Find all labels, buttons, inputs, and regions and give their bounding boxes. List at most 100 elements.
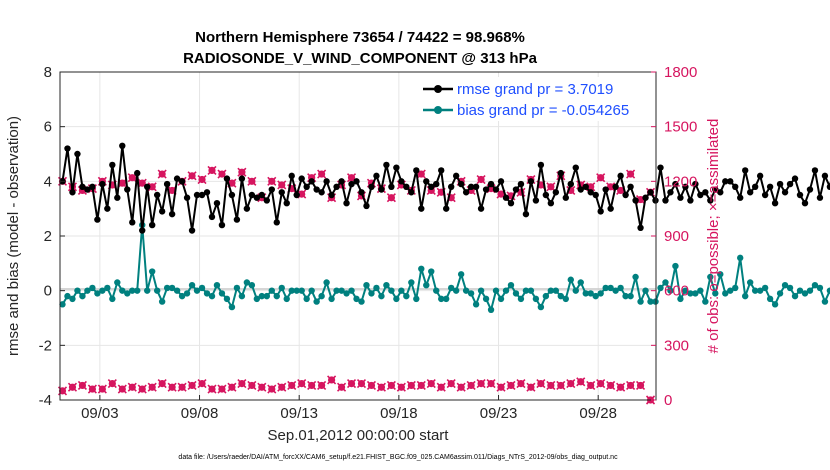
rmse-point: [213, 200, 221, 207]
rmse-point: [363, 202, 370, 210]
obs-count-marker-bottom-assimilated: [426, 379, 436, 389]
obs-count-marker-bottom-assimilated: [247, 380, 257, 390]
bias-point: [119, 287, 126, 294]
bias-point: [94, 290, 101, 297]
rmse-point: [597, 208, 604, 215]
bias-point: [702, 298, 709, 305]
bias-point: [761, 284, 769, 292]
rmse-point: [373, 172, 380, 180]
obs-count-marker-top-assimilated: [386, 193, 396, 203]
bias-point: [363, 282, 370, 289]
rmse-point: [522, 210, 530, 218]
bias-point: [298, 287, 305, 294]
obs-count-marker-top-assimilated: [317, 169, 327, 179]
rmse-point: [348, 180, 355, 188]
rmse-point: [512, 186, 520, 193]
rmse-point: [452, 172, 460, 180]
rmse-point: [796, 191, 804, 199]
obs-count-marker-bottom-assimilated: [177, 382, 187, 392]
bias-point: [163, 284, 171, 292]
rmse-point: [722, 178, 729, 185]
obs-count-marker-bottom-assimilated: [396, 382, 406, 392]
x-tick-label: 09/28: [579, 405, 617, 422]
bias-point: [373, 284, 380, 292]
bias-point: [218, 290, 226, 297]
rmse-point: [577, 186, 584, 193]
rmse-point: [532, 197, 540, 204]
bias-point: [343, 290, 350, 297]
bias-point: [612, 287, 619, 294]
bias-point: [438, 295, 445, 303]
bias-point: [502, 287, 510, 294]
bias-point: [517, 295, 525, 303]
bias-point: [258, 292, 266, 300]
bias-point: [487, 306, 495, 313]
rmse-point: [129, 219, 136, 226]
bias-point: [542, 292, 550, 300]
obs-count-marker-bottom-assimilated: [87, 384, 97, 394]
rmse-point: [403, 183, 410, 190]
right-tick-label: 1800: [664, 64, 697, 81]
bias-point: [647, 298, 654, 305]
bias-point: [786, 284, 794, 292]
bias-point: [198, 284, 206, 292]
rmse-point: [288, 172, 295, 180]
obs-count-marker-bottom-assimilated: [157, 379, 167, 389]
bias-point: [348, 287, 355, 294]
rmse-point: [557, 169, 565, 177]
obs-count-marker-bottom-assimilated: [217, 384, 227, 394]
right-tick-label: 1200: [664, 173, 697, 190]
bias-point: [353, 295, 360, 303]
bias-point: [203, 290, 211, 297]
rmse-point: [732, 183, 739, 190]
obs-count-marker-bottom-assimilated: [516, 379, 526, 389]
bias-point: [607, 284, 614, 292]
rmse-point: [188, 227, 196, 234]
bias-point: [248, 282, 256, 289]
rmse-point: [183, 194, 191, 201]
obs-count-marker-bottom-assimilated: [376, 382, 386, 392]
rmse-point: [477, 205, 485, 212]
bias-point: [692, 290, 699, 297]
obs-count-marker-bottom-assimilated: [147, 382, 157, 392]
rmse-point: [228, 191, 236, 199]
rmse-point: [677, 194, 684, 201]
rmse-point: [497, 178, 505, 185]
rmse-point: [527, 178, 535, 185]
obs-count-marker-bottom-assimilated: [336, 382, 347, 392]
bias-point: [408, 279, 415, 286]
bias-point: [592, 292, 599, 300]
bias-point: [129, 287, 136, 294]
rmse-point: [79, 183, 86, 190]
bias-point: [737, 254, 744, 262]
rmse-point: [433, 180, 440, 188]
obs-count-marker-bottom-assimilated: [526, 382, 536, 392]
rmse-point: [268, 186, 275, 193]
obs-count-marker-bottom-assimilated: [436, 382, 446, 392]
rmse-point: [233, 216, 241, 223]
bias-point: [69, 295, 76, 303]
bias-point: [482, 295, 490, 303]
obs-count-marker-bottom-assimilated: [566, 379, 576, 389]
rmse-point: [84, 186, 91, 193]
chart-title: Northern Hemisphere 73654 / 74422 = 98.9…: [195, 29, 525, 46]
bias-point: [333, 287, 340, 294]
left-tick-label: 6: [44, 119, 52, 136]
bias-series: [59, 221, 830, 313]
bias-point: [672, 262, 679, 270]
obs-count-marker-bottom-assimilated: [197, 379, 207, 389]
obs-count-marker-bottom-assimilated: [207, 384, 217, 394]
bias-point: [423, 282, 430, 289]
bias-point: [771, 301, 779, 308]
obs-count-marker-bottom-assimilated: [67, 382, 78, 392]
obs-count-marker-bottom-assimilated: [127, 382, 137, 392]
obs-count-marker-bottom-assimilated: [616, 382, 626, 392]
bias-point: [84, 287, 91, 294]
bias-point: [338, 287, 345, 294]
legend-bias-marker: [434, 106, 442, 114]
bias-point: [687, 290, 694, 297]
y-axis-label-right: # of obs: o=possible; ×=assimilated: [705, 119, 722, 354]
bias-point: [717, 271, 724, 278]
rmse-point: [746, 189, 754, 196]
